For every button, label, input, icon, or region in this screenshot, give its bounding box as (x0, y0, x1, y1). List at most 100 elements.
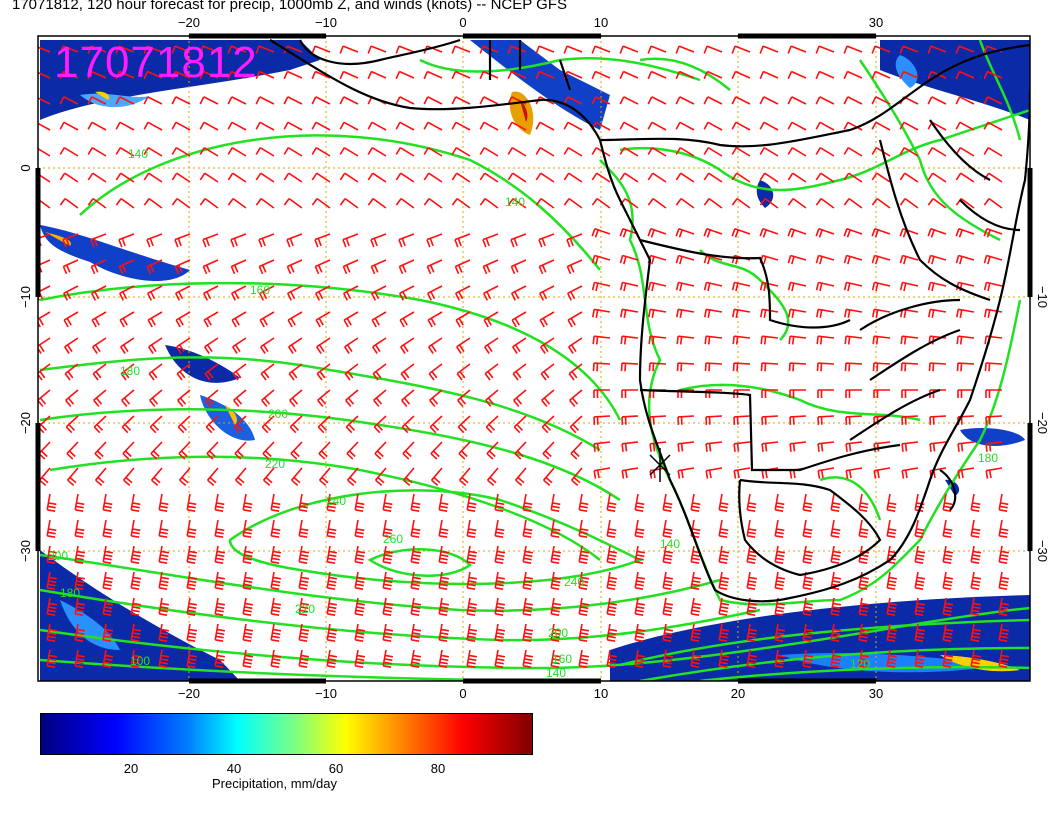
wind-barb (158, 519, 169, 538)
wind-barb (455, 311, 471, 328)
wind-barb (761, 389, 778, 398)
wind-barb (703, 147, 723, 157)
wind-barb (787, 147, 807, 157)
wind-barb (983, 227, 1003, 238)
wind-barb (927, 96, 947, 105)
wind-barb (466, 545, 478, 564)
wind-barb (522, 623, 534, 642)
lat-tick-label: −30 (18, 540, 33, 562)
wind-barb (703, 172, 723, 183)
wind-barb (143, 121, 163, 131)
wind-barb (662, 519, 673, 538)
wind-barb (494, 623, 506, 642)
wind-barb (675, 254, 695, 265)
wind-barb (146, 233, 163, 248)
wind-barb (662, 649, 674, 668)
lon-tick-label: 0 (459, 15, 466, 30)
wind-barb (507, 147, 527, 157)
wind-barb (122, 467, 135, 487)
wind-barb (843, 254, 863, 265)
lon-labels-bottom: −20 −10 0 10 20 30 (178, 686, 883, 701)
lon-tick-label: 0 (459, 686, 466, 701)
wind-barb (677, 441, 695, 452)
wind-barb (146, 285, 163, 301)
wind-barb (774, 545, 786, 564)
lon-tick-label: 30 (869, 686, 883, 701)
map-border-ticks (35, 33, 1033, 684)
wind-barb (568, 337, 583, 354)
wind-barb (914, 623, 926, 642)
wind-barb (410, 545, 422, 564)
wind-barb (214, 571, 226, 590)
wind-barb (927, 254, 947, 265)
wind-barb (591, 197, 611, 209)
wind-barb (512, 363, 527, 381)
wind-barb (634, 571, 646, 590)
wind-barb (563, 197, 583, 209)
wind-barb (59, 70, 79, 80)
wind-barb (227, 172, 247, 183)
wind-barb (186, 623, 198, 642)
wind-barb (64, 363, 79, 381)
wind-barb (230, 233, 247, 248)
wind-barb (662, 571, 674, 590)
wind-barb (815, 172, 835, 183)
wind-barb (542, 467, 555, 487)
wind-barb (634, 597, 646, 616)
wind-barb (759, 45, 779, 54)
wind-barb (647, 96, 667, 105)
wind-barb (344, 363, 359, 381)
wind-barb (970, 545, 982, 564)
wind-barb (541, 389, 555, 407)
wind-barb (399, 311, 415, 328)
wind-barb (298, 519, 309, 538)
wind-barb (74, 519, 85, 538)
wind-barb (410, 597, 422, 616)
contour-label: 140 (505, 195, 525, 209)
wind-barb (354, 493, 365, 512)
wind-barb (484, 363, 499, 381)
wind-barb (311, 121, 331, 131)
wind-barb (130, 623, 142, 642)
colorbar-tick: 20 (123, 761, 139, 776)
wind-barb (942, 519, 953, 538)
wind-barb (59, 197, 79, 209)
wind-barb (675, 227, 695, 238)
wind-barb (844, 335, 863, 345)
wind-barb (886, 571, 898, 590)
wind-barb (634, 493, 645, 512)
wind-barb (466, 571, 478, 590)
wind-barb (690, 623, 702, 642)
wind-barb (563, 96, 583, 105)
wind-barb (746, 519, 757, 538)
wind-barb (731, 281, 751, 292)
wind-barb (326, 519, 337, 538)
wind-barb (787, 227, 807, 238)
wind-barb (214, 519, 225, 538)
wind-barb (746, 597, 758, 616)
wind-barb (563, 172, 583, 183)
wind-barb (593, 389, 610, 398)
wind-barb (957, 441, 975, 452)
wind-barb (871, 96, 891, 105)
wind-barb (326, 493, 337, 512)
wind-barb (171, 197, 191, 209)
wind-barb (535, 70, 555, 80)
wind-barb (118, 285, 135, 301)
wind-barb (703, 197, 723, 209)
wind-barb (593, 467, 611, 479)
contour-label: 100 (130, 654, 150, 668)
wind-barb (873, 467, 891, 479)
wind-barb (606, 571, 618, 590)
wind-barb (998, 493, 1009, 512)
wind-barb (372, 363, 387, 381)
wind-barb (373, 415, 387, 434)
wind-barb (985, 415, 1003, 425)
wind-barb (438, 623, 450, 642)
wind-barb (621, 415, 639, 425)
wind-barb (426, 285, 443, 301)
wind-barb (171, 70, 191, 80)
wind-barb (550, 623, 562, 642)
wind-barb (507, 45, 527, 54)
wind-barb (64, 337, 79, 354)
